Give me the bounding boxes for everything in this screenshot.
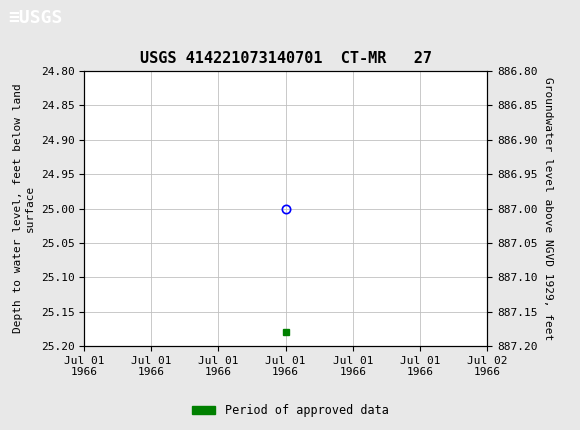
Y-axis label: Depth to water level, feet below land
surface: Depth to water level, feet below land su… (13, 84, 35, 333)
Y-axis label: Groundwater level above NGVD 1929, feet: Groundwater level above NGVD 1929, feet (543, 77, 553, 340)
Title: USGS 414221073140701  CT-MR   27: USGS 414221073140701 CT-MR 27 (140, 51, 432, 66)
Legend: Period of approved data: Period of approved data (187, 399, 393, 422)
Text: ≡USGS: ≡USGS (9, 9, 63, 27)
